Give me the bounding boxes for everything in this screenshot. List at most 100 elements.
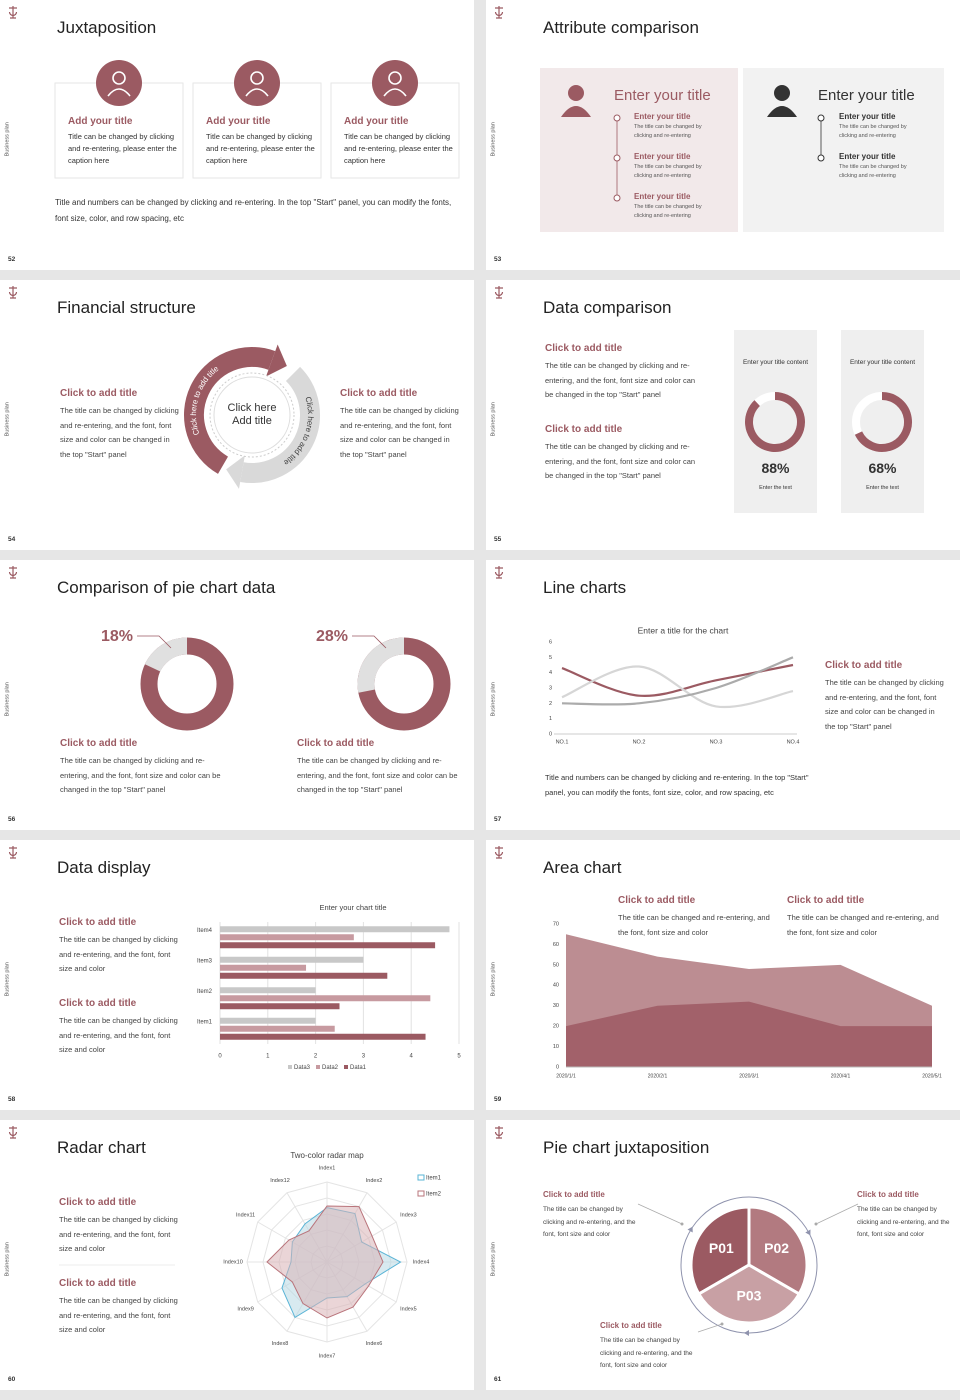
radar-series <box>266 1205 384 1319</box>
legend-swatch <box>316 1065 320 1069</box>
card-title: Enter your title content <box>849 359 916 366</box>
x-tick-label: 2020/2/1 <box>648 1073 668 1079</box>
slide: Comparison of pie chart data 56 Business p… <box>0 560 474 830</box>
bar <box>220 995 431 1002</box>
block-title: Click to add title <box>825 660 903 671</box>
bar <box>220 942 436 949</box>
category-label: Index7 <box>319 1353 336 1359</box>
value-label: 68% <box>868 460 897 476</box>
slide-title: Line charts <box>543 578 627 597</box>
block-text: The title can be changed by clicking and… <box>60 756 221 794</box>
block-text: The title can be changed by clicking and… <box>60 406 179 459</box>
logo <box>494 1126 504 1139</box>
slide-graphics <box>494 286 924 513</box>
card-title: Add your title <box>206 116 271 127</box>
donut-value <box>144 637 188 672</box>
y-tick-label: 5 <box>549 655 552 661</box>
legend-swatch <box>288 1065 292 1069</box>
side-label: Business plan <box>4 962 11 997</box>
slide: Data comparison 55 Business plan Click to a… <box>486 280 960 550</box>
slide-title: Pie chart juxtaposition <box>543 1138 710 1157</box>
item-text: The title can be changed by clicking and… <box>634 164 702 179</box>
timeline-dot <box>817 154 825 162</box>
block-text: The title can be changed by clicking and… <box>297 756 458 794</box>
block-title: Click to add title <box>545 424 623 435</box>
item-title: Enter your title <box>634 192 691 201</box>
bar <box>220 926 450 933</box>
slide-graphics: P01 P02 P03 <box>494 1126 859 1336</box>
inner-circle <box>213 376 291 454</box>
block-title: Click to add title <box>618 895 696 906</box>
logo <box>8 286 18 299</box>
pie-segment <box>696 1263 802 1325</box>
x-tick-label: 5 <box>457 1054 461 1060</box>
item-title: Enter your title <box>839 112 896 121</box>
slide-number: 54 <box>8 536 16 543</box>
block-text: The title can be changed and re-entering… <box>787 913 939 937</box>
block-text: The title can be changed and re-entering… <box>618 913 770 937</box>
icon-circle <box>372 60 418 106</box>
timeline-dot <box>613 154 621 162</box>
slide: 0 10 20 30 40 50 60 70 2020/1/1 2020/2/1 2020/3/1 2… <box>486 840 960 1110</box>
card-text: Title can be changed by clicking and re-… <box>206 132 315 165</box>
block-title: Click to add title <box>787 895 865 906</box>
arrow-arc <box>184 347 276 474</box>
slide: Two-color radar map Index1 Index2 Index3 Ind… <box>0 1120 474 1390</box>
x-tick-label: 2020/5/1 <box>922 1073 942 1079</box>
x-tick-label: 2020/1/1 <box>556 1073 576 1079</box>
block-text: The title can be changed by clicking and… <box>600 1337 693 1369</box>
block-title: Click to add title <box>600 1321 662 1330</box>
y-tick-label: 70 <box>553 921 559 927</box>
item-text: The title can be changed by clicking and… <box>634 124 702 139</box>
card-caption: Enter the text <box>759 485 792 491</box>
legend-label: Item2 <box>426 1192 442 1198</box>
y-tick-label: 30 <box>553 1003 559 1009</box>
timeline-dot <box>613 114 621 122</box>
block-text: The title can be changed by clicking and… <box>59 1215 178 1253</box>
y-tick-label: 40 <box>553 983 559 989</box>
chart-title: Enter your chart title <box>319 903 386 912</box>
donut-value <box>854 392 912 452</box>
y-tick-label: Item3 <box>197 958 213 964</box>
block-title: Click to add title <box>59 1278 137 1289</box>
bar <box>220 972 388 979</box>
slide-graphics: Enter your chart title 0 1 2 3 4 5 Item1 Item2 It… <box>8 846 461 1071</box>
icon <box>388 71 402 85</box>
slide-number: 61 <box>494 1376 502 1383</box>
category-label: Index8 <box>272 1341 289 1347</box>
block-title: Click to add title <box>545 343 623 354</box>
leader-line <box>637 1203 683 1225</box>
y-tick-label: 1 <box>549 716 552 722</box>
x-tick-label: NO.3 <box>710 739 723 745</box>
item-text: The title can be changed by clicking and… <box>634 204 702 219</box>
slide-number: 59 <box>494 1096 502 1103</box>
line-series <box>561 665 794 709</box>
block-text: The title can be changed by clicking and… <box>857 1206 950 1238</box>
y-tick-label: 6 <box>549 639 552 645</box>
block-title: Click to add title <box>340 388 418 399</box>
leader-dot <box>680 1222 684 1226</box>
icon <box>107 88 131 97</box>
segment-label: P03 <box>737 1288 762 1304</box>
icon <box>112 71 126 85</box>
panel-title: Enter your title <box>818 87 915 104</box>
item-text: The title can be changed by clicking and… <box>839 164 907 179</box>
block-title: Click to add title <box>59 917 137 928</box>
logo <box>494 846 504 859</box>
slide-number: 60 <box>8 1376 16 1383</box>
area-series <box>566 1001 932 1067</box>
x-tick-label: 2 <box>314 1054 318 1060</box>
block-text: The title can be changed by clicking and… <box>545 442 696 480</box>
leader-line <box>137 635 172 649</box>
x-tick-label: 3 <box>362 1054 366 1060</box>
timeline-dot <box>817 114 825 122</box>
item-title: Enter your title <box>839 152 896 161</box>
block-title: Click to add title <box>543 1190 605 1199</box>
y-tick-label: 10 <box>553 1044 559 1050</box>
chart-title: Two-color radar map <box>290 1151 364 1160</box>
slide-title: Data comparison <box>543 298 672 317</box>
block-text: The title can be changed by clicking and… <box>59 1296 178 1334</box>
card-caption: Enter the text <box>866 485 899 491</box>
slide: Enter a title for the chart 0 1 2 3 4 5 6 NO.1 NO… <box>486 560 960 830</box>
